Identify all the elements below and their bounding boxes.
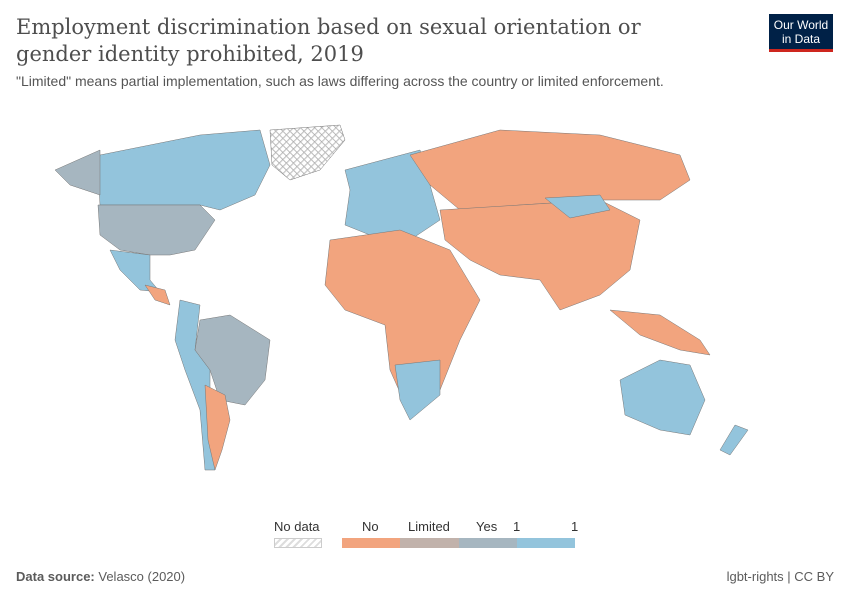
region-central-america[interactable]	[144, 284, 171, 306]
chart-title: Employment discrimination based on sexua…	[16, 15, 641, 66]
legend-label-limited: Limited	[408, 519, 450, 534]
region-new-zealand[interactable]	[719, 424, 749, 456]
source-label: Data source:	[16, 569, 95, 584]
region-usa[interactable]	[97, 204, 216, 256]
region-russia[interactable]	[409, 129, 691, 211]
source-link[interactable]: Velasco (2020)	[98, 569, 186, 584]
region-greenland[interactable]	[269, 124, 346, 181]
logo-line1: Our World	[773, 18, 829, 32]
license[interactable]: lgbt-rights | CC BY	[726, 569, 834, 584]
legend-swatch-no[interactable]	[342, 538, 400, 548]
data-source: Data source: Velasco (2020)	[16, 569, 185, 584]
region-mexico[interactable]	[109, 249, 161, 293]
region-brazil[interactable]	[194, 314, 271, 406]
region-canada[interactable]	[97, 129, 271, 211]
region-argentina[interactable]	[204, 384, 231, 471]
legend-swatch-1[interactable]	[517, 538, 575, 548]
owid-logo[interactable]: Our World in Data	[769, 14, 833, 52]
region-alaska[interactable]	[54, 149, 101, 196]
region-southern-africa[interactable]	[394, 359, 441, 421]
legend-swatch-yes[interactable]	[459, 538, 517, 548]
legend-swatch-limited[interactable]	[400, 538, 459, 548]
legend-label-1: 1	[513, 519, 521, 534]
chart-subtitle: "Limited" means partial implementation, …	[16, 73, 664, 89]
legend-no-data-label: No data	[274, 519, 320, 534]
legend-label-yes: Yes	[476, 519, 498, 534]
legend-label-no: No	[362, 519, 379, 534]
region-australia[interactable]	[619, 359, 706, 436]
legend-no-data-swatch[interactable]	[274, 538, 322, 548]
legend-end-label: 1	[571, 519, 579, 534]
region-mongolia[interactable]	[544, 194, 611, 219]
world-map[interactable]	[0, 110, 850, 510]
logo-line2: in Data	[781, 32, 821, 46]
region-sea[interactable]	[609, 309, 711, 356]
